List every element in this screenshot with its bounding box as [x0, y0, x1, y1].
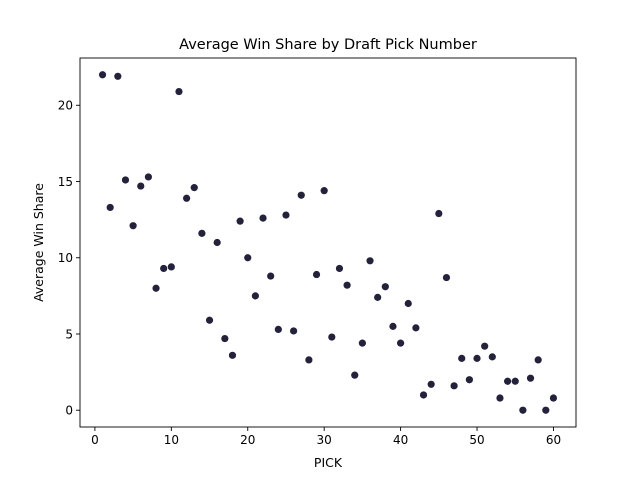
data-point-44 [427, 380, 435, 388]
x-tick-label: 20 [240, 433, 255, 447]
data-point-28 [305, 356, 313, 364]
x-tick-label: 30 [317, 433, 332, 447]
data-point-21 [251, 292, 259, 300]
data-point-41 [404, 299, 412, 308]
data-point-34 [351, 371, 359, 379]
data-point-42 [412, 324, 420, 332]
data-point-3 [114, 72, 122, 80]
data-point-17 [221, 334, 229, 343]
y-axis-label: Average Win Share [31, 183, 46, 302]
data-point-14 [198, 229, 206, 237]
data-point-22 [259, 214, 267, 222]
y-tick-label: 10 [58, 251, 73, 265]
data-point-52 [488, 353, 496, 361]
data-point-47 [450, 382, 458, 390]
data-point-4 [121, 176, 130, 184]
data-point-31 [328, 333, 336, 341]
data-point-5 [129, 222, 137, 230]
x-tick-label: 10 [164, 433, 179, 447]
data-point-20 [244, 254, 252, 262]
data-point-53 [496, 394, 504, 402]
data-point-35 [358, 339, 366, 347]
data-point-57 [526, 374, 535, 382]
points-layer [98, 71, 558, 414]
data-point-59 [542, 406, 550, 414]
data-point-11 [175, 87, 183, 96]
data-point-27 [297, 191, 305, 199]
data-point-38 [381, 283, 389, 291]
data-point-25 [282, 211, 290, 219]
data-point-1 [98, 71, 107, 79]
chart-title: Average Win Share by Draft Pick Number [179, 37, 477, 53]
data-point-49 [465, 376, 473, 384]
data-point-24 [274, 325, 282, 334]
data-point-39 [389, 322, 397, 330]
data-point-9 [160, 264, 168, 273]
data-point-48 [458, 354, 466, 362]
data-point-36 [366, 257, 374, 265]
data-point-18 [228, 351, 237, 359]
data-point-26 [290, 327, 298, 335]
x-tick-label: 50 [469, 433, 484, 447]
data-point-58 [534, 356, 542, 364]
y-tick-label: 5 [65, 327, 73, 341]
data-point-2 [106, 203, 114, 212]
y-tick-label: 20 [58, 99, 73, 113]
data-point-55 [511, 377, 519, 385]
data-point-30 [320, 187, 328, 195]
data-point-43 [419, 391, 428, 399]
data-point-40 [397, 339, 405, 347]
data-point-46 [442, 273, 451, 282]
data-point-7 [144, 173, 152, 181]
data-point-19 [236, 217, 244, 225]
x-tick-label: 60 [546, 433, 561, 447]
data-point-37 [374, 293, 382, 301]
data-point-6 [137, 182, 145, 190]
data-point-50 [473, 354, 481, 362]
x-axis-label: PICK [314, 455, 343, 470]
data-point-60 [549, 394, 558, 402]
x-tick-label: 40 [393, 433, 408, 447]
data-point-56 [519, 406, 527, 414]
x-tick-label: 0 [91, 433, 99, 447]
y-tick-label: 15 [58, 175, 73, 189]
y-axis-ticks: 0 5 10 15 20 [58, 99, 80, 418]
data-point-10 [167, 263, 175, 271]
data-point-8 [152, 284, 160, 292]
data-point-16 [213, 238, 221, 247]
data-point-32 [335, 264, 344, 273]
data-point-45 [435, 209, 443, 218]
y-tick-label: 0 [65, 404, 73, 418]
data-point-12 [183, 194, 191, 202]
data-point-13 [190, 184, 198, 192]
x-axis-ticks: 0 10 20 30 40 50 60 [91, 427, 561, 447]
data-point-54 [504, 377, 512, 385]
data-point-15 [205, 316, 214, 324]
plot-frame [79, 57, 577, 428]
data-point-23 [267, 272, 275, 280]
data-point-51 [481, 342, 489, 350]
data-point-33 [343, 281, 351, 289]
data-point-29 [312, 270, 321, 279]
